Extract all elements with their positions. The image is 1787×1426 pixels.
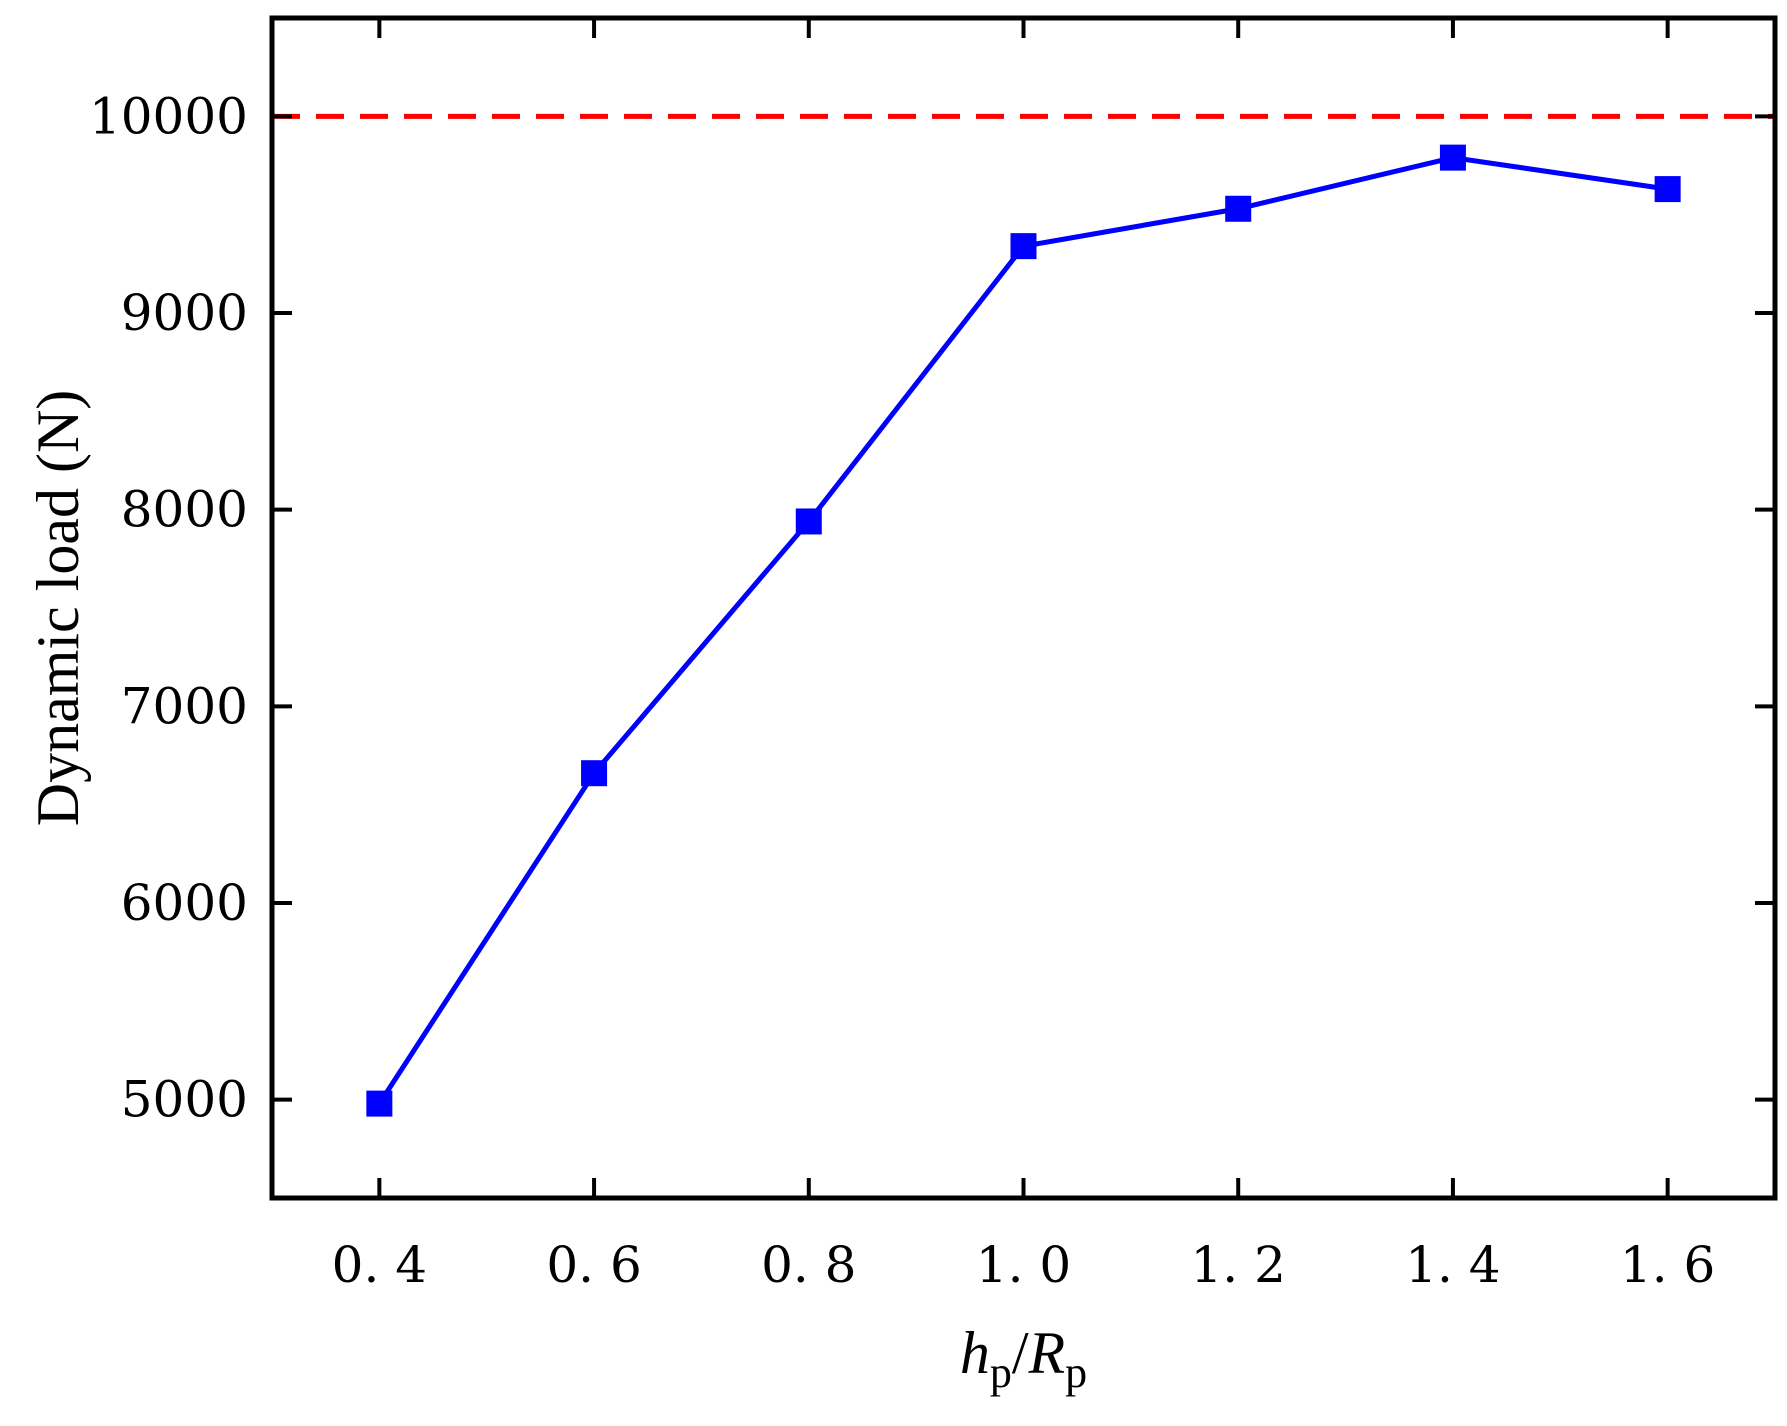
x-tick-label: 0. 4: [332, 1236, 427, 1294]
y-tick-label: 7000: [121, 677, 248, 735]
data-point: [1010, 233, 1037, 260]
data-point: [795, 508, 822, 535]
x-label-slash: /: [1012, 1320, 1029, 1386]
x-tick-label: 0. 8: [761, 1236, 856, 1294]
series-layer: [366, 144, 1681, 1117]
x-label-r-subscript: p: [1065, 1348, 1087, 1397]
y-tick-label: 9000: [121, 284, 248, 342]
x-axis-label: hp/Rp: [960, 1320, 1087, 1397]
data-point: [1439, 144, 1466, 171]
x-label-r: R: [1028, 1320, 1066, 1386]
ticks: 0. 4 0. 6 0. 8 1. 0 1. 2 1. 4 1. 6 5000 6000 7000…: [89, 18, 1775, 1294]
y-tick-label: 10000: [89, 87, 248, 145]
y-tick-label: 8000: [121, 481, 248, 539]
plot-frame: [269, 15, 1778, 1201]
x-tick-label: 1. 6: [1620, 1236, 1715, 1294]
x-tick-label: 1. 0: [976, 1236, 1071, 1294]
x-label-h: h: [960, 1320, 990, 1386]
series-line: [377, 155, 1669, 1105]
x-tick-label: 0. 6: [546, 1236, 641, 1294]
y-axis-label: Dynamic load (N): [25, 390, 91, 827]
y-tick-label: 6000: [121, 874, 248, 932]
data-point: [581, 760, 608, 787]
data-point: [1225, 195, 1252, 222]
x-label-h-subscript: p: [990, 1348, 1012, 1397]
data-point: [366, 1090, 393, 1117]
y-tick-label: 5000: [121, 1071, 248, 1129]
x-tick-label: 1. 4: [1405, 1236, 1500, 1294]
x-tick-label: 1. 2: [1191, 1236, 1286, 1294]
data-point: [1654, 176, 1681, 203]
